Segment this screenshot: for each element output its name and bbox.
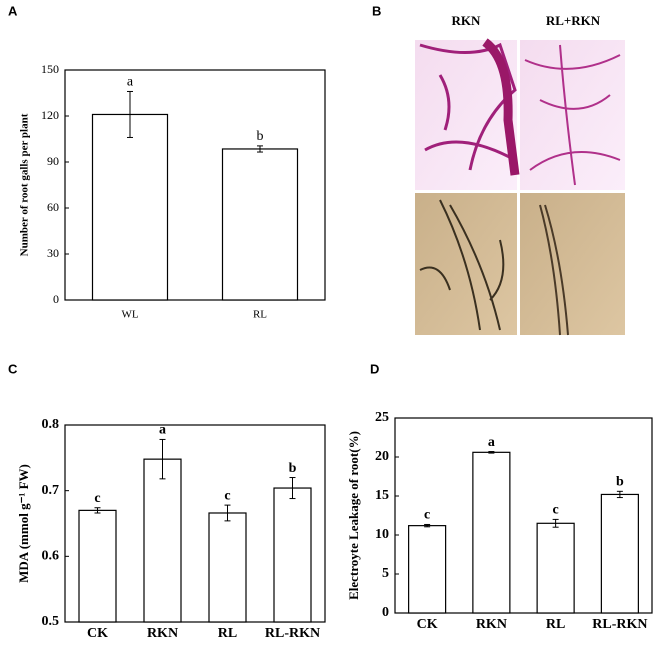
y-tick-label: 0.7 bbox=[42, 483, 60, 498]
bar bbox=[273, 487, 312, 623]
y-tick-label: 0.6 bbox=[42, 549, 60, 564]
bar bbox=[143, 458, 182, 623]
y-axis-label: Electroyte Leakage of root(%) bbox=[346, 431, 361, 600]
y-tick-label: 10 bbox=[375, 527, 389, 542]
y-tick-label: 20 bbox=[375, 449, 389, 464]
significance-letter: b bbox=[616, 475, 624, 490]
micrographs bbox=[415, 38, 625, 336]
significance-letter: a bbox=[159, 423, 166, 438]
panel-label: B bbox=[372, 3, 381, 18]
x-tick-label: RKN bbox=[147, 626, 178, 641]
x-tick-label: RL-RKN bbox=[592, 617, 647, 632]
bar bbox=[536, 522, 575, 614]
bar bbox=[472, 451, 511, 614]
image-label: RL+RKN bbox=[546, 13, 601, 28]
y-tick-label: 30 bbox=[47, 246, 59, 260]
x-tick-label: WL bbox=[121, 309, 138, 321]
significance-letter: c bbox=[424, 508, 430, 523]
panel-label: D bbox=[370, 361, 379, 376]
y-tick-label: 0.8 bbox=[42, 417, 60, 432]
plot-frame bbox=[64, 424, 326, 623]
plot-frame bbox=[394, 417, 653, 614]
y-tick-label: 0.5 bbox=[42, 614, 60, 629]
panel-label: A bbox=[8, 3, 18, 18]
image-label: RKN bbox=[452, 13, 482, 28]
y-tick-label: 150 bbox=[41, 62, 59, 76]
y-axis-label: MDA (mmol g⁻¹ FW) bbox=[16, 464, 31, 583]
bar bbox=[91, 113, 169, 301]
y-tick-label: 25 bbox=[375, 410, 389, 425]
x-tick-label: RL-RKN bbox=[265, 626, 320, 641]
y-tick-label: 0 bbox=[382, 605, 389, 620]
y-tick-label: 60 bbox=[47, 200, 59, 214]
x-tick-label: RL bbox=[546, 617, 565, 632]
bar bbox=[78, 509, 117, 623]
significance-letter: a bbox=[488, 435, 495, 450]
y-tick-label: 15 bbox=[375, 488, 389, 503]
bar bbox=[221, 148, 299, 301]
significance-letter: c bbox=[94, 491, 100, 506]
y-tick-label: 0 bbox=[53, 292, 59, 306]
y-axis-label: Number of root galls per plant bbox=[19, 113, 31, 256]
y-tick-label: 90 bbox=[47, 154, 59, 168]
x-tick-label: CK bbox=[87, 626, 108, 641]
significance-letter: b bbox=[257, 129, 264, 144]
panel-label: C bbox=[8, 361, 18, 376]
significance-letter: c bbox=[224, 488, 230, 503]
y-tick-label: 120 bbox=[41, 108, 59, 122]
bar bbox=[208, 512, 247, 623]
bar bbox=[600, 493, 639, 614]
x-tick-label: CK bbox=[417, 617, 438, 632]
plot-frame bbox=[64, 69, 326, 301]
x-tick-label: RL bbox=[253, 309, 267, 321]
significance-letter: c bbox=[553, 503, 559, 518]
significance-letter: b bbox=[289, 461, 297, 476]
significance-letter: a bbox=[127, 75, 134, 90]
bar bbox=[408, 525, 447, 614]
x-tick-label: RKN bbox=[476, 617, 507, 632]
x-tick-label: RL bbox=[218, 626, 237, 641]
y-tick-label: 5 bbox=[382, 566, 389, 581]
